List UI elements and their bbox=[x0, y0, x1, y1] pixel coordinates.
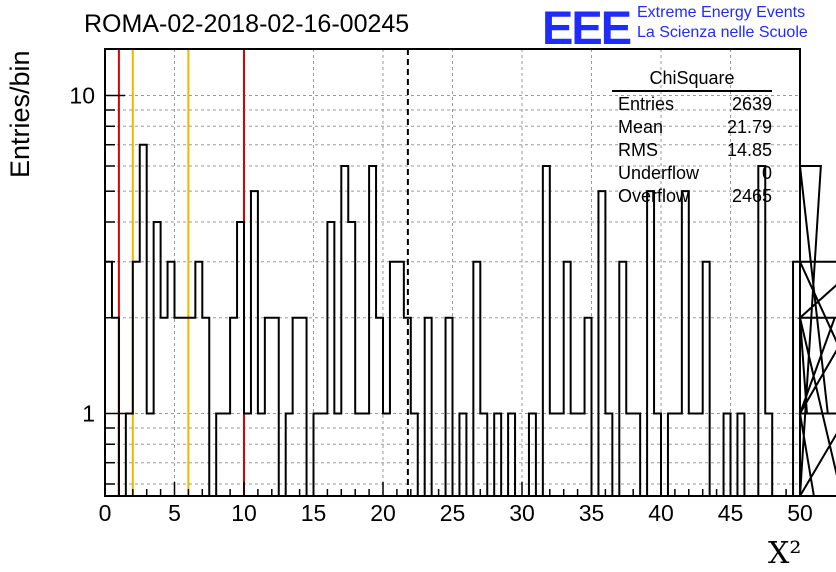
histogram-bin bbox=[543, 166, 550, 496]
histogram-bin bbox=[446, 318, 453, 496]
x-tick-label: 45 bbox=[718, 500, 744, 526]
stats-label: Mean bbox=[618, 117, 664, 137]
stats-value: 21.79 bbox=[726, 117, 772, 137]
histogram-bin bbox=[397, 262, 404, 496]
histogram-bin bbox=[793, 262, 800, 496]
x-tick-label: 30 bbox=[509, 500, 535, 526]
histogram-bin bbox=[230, 318, 237, 496]
stats-title: ChiSquare bbox=[612, 68, 772, 92]
stats-row-mean: Mean 21.79 bbox=[612, 116, 772, 139]
x-axis-label: X² bbox=[768, 536, 802, 571]
y-tick-label: 10 bbox=[69, 82, 95, 108]
reference-lines bbox=[117, 49, 409, 496]
logo-tagline-2: La Scienza nelle Scuole bbox=[637, 24, 808, 41]
histogram-bin bbox=[376, 318, 383, 496]
x-tick-label: 10 bbox=[231, 500, 257, 526]
eee-logo: EEE bbox=[542, 1, 632, 54]
stats-label: RMS bbox=[618, 140, 658, 160]
stats-box: ChiSquare Entries 2639 Mean 21.79 RMS 14.85… bbox=[612, 68, 772, 208]
stats-row-entries: Entries 2639 bbox=[612, 93, 772, 116]
chart-title: ROMA-02-2018-02-16-00245 bbox=[84, 10, 410, 38]
stats-value: 14.85 bbox=[726, 140, 772, 160]
histogram-bin bbox=[473, 262, 480, 496]
stats-row-rms: RMS 14.85 bbox=[612, 139, 772, 162]
histogram-bin bbox=[327, 222, 334, 496]
histogram-bin bbox=[300, 318, 307, 496]
x-tick-label: 50 bbox=[787, 500, 813, 526]
grid-lines bbox=[105, 49, 800, 496]
x-tick-label: 0 bbox=[99, 500, 112, 526]
histogram-bin bbox=[154, 222, 161, 496]
histogram-bin bbox=[168, 262, 175, 496]
x-tick-label: 40 bbox=[648, 500, 674, 526]
histogram-bin bbox=[647, 191, 654, 496]
histogram-bin bbox=[348, 222, 355, 496]
stats-label: Entries bbox=[618, 94, 675, 114]
x-tick-label: 20 bbox=[370, 500, 396, 526]
x-tick-label: 5 bbox=[168, 500, 181, 526]
x-tick-label: 15 bbox=[301, 500, 327, 526]
histogram-bin bbox=[598, 191, 605, 496]
histogram-bin bbox=[265, 318, 272, 496]
stats-label: Underflow bbox=[618, 163, 700, 183]
histogram-bin bbox=[140, 145, 147, 496]
histogram-bin bbox=[175, 318, 182, 496]
histogram-bin bbox=[341, 166, 348, 496]
logo-tagline-1: Extreme Energy Events bbox=[637, 4, 806, 21]
histogram-bin bbox=[758, 166, 765, 496]
y-axis-label: Entries/bin bbox=[5, 50, 35, 178]
axes: 0 5 10 15 20 25 30 35 40 45 50 1 10 bbox=[69, 82, 812, 526]
histogram-bin bbox=[133, 262, 140, 496]
x-tick-label: 25 bbox=[440, 500, 466, 526]
x-tick-label: 35 bbox=[579, 500, 605, 526]
histogram-bin bbox=[703, 262, 710, 496]
histogram-bin bbox=[369, 166, 376, 496]
histogram-bin bbox=[585, 318, 592, 496]
stats-value: 0 bbox=[761, 163, 772, 183]
histogram-bin bbox=[202, 318, 209, 496]
histogram-bin bbox=[390, 262, 397, 496]
stats-row-overflow: Overflow 2465 bbox=[612, 185, 772, 208]
histogram-bin bbox=[188, 318, 195, 496]
stats-value: 2465 bbox=[731, 186, 772, 206]
histogram-bin bbox=[181, 318, 188, 496]
stats-value: 2639 bbox=[731, 94, 772, 114]
histogram-bin bbox=[112, 318, 119, 496]
stats-label: Overflow bbox=[618, 186, 690, 206]
stats-row-underflow: Underflow 0 bbox=[612, 162, 772, 185]
histogram-bin bbox=[272, 318, 279, 496]
histogram-bin bbox=[425, 318, 432, 496]
histogram-bin bbox=[161, 318, 168, 496]
histogram-step-line bbox=[105, 143, 836, 497]
histogram-bin bbox=[564, 262, 571, 496]
histogram-bin bbox=[251, 191, 258, 496]
histogram-bin bbox=[237, 222, 244, 496]
histogram-bin bbox=[619, 262, 626, 496]
y-tick-label: 1 bbox=[82, 400, 95, 426]
histogram-bin bbox=[293, 318, 300, 496]
histogram-bin bbox=[195, 262, 202, 496]
histogram-bin bbox=[105, 262, 112, 496]
histogram-bin bbox=[682, 191, 689, 496]
histogram-bins bbox=[105, 143, 836, 497]
